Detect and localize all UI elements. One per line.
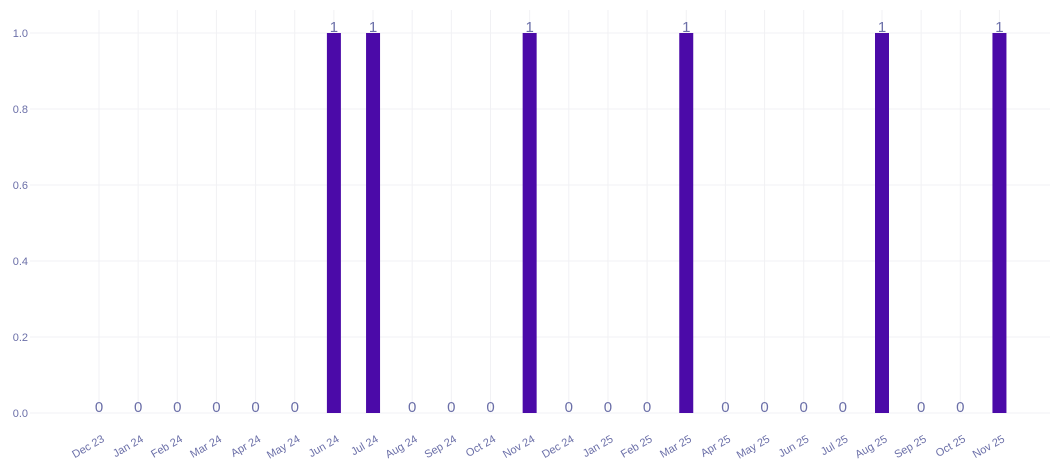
data-label: 0 — [408, 399, 416, 416]
data-label-layer: 0 0 0 0 0 0 1 1 0 0 0 1 0 0 0 1 0 0 0 0 1 0 0 1 — [95, 19, 1004, 416]
x-tick-label: Feb 25 — [619, 433, 655, 461]
x-axis: Dec 23 Jan 24 Feb 24 Mar 24 Apr 24 May 24 Jun … — [70, 433, 1007, 461]
data-label: 0 — [212, 399, 220, 416]
data-label: 1 — [525, 19, 533, 36]
data-label: 1 — [682, 19, 690, 36]
y-tick-label: 0.2 — [13, 332, 28, 344]
data-label: 0 — [134, 399, 142, 416]
x-tick-label: Jul 25 — [819, 433, 850, 458]
x-tick-label: Apr 25 — [699, 433, 733, 460]
data-label: 0 — [95, 399, 103, 416]
y-tick-label: 1.0 — [13, 28, 28, 40]
data-label: 0 — [173, 399, 181, 416]
data-label: 0 — [839, 399, 847, 416]
bar[interactable] — [679, 33, 694, 413]
x-tick-label: Nov 25 — [971, 433, 1007, 461]
bar[interactable] — [522, 33, 537, 413]
x-tick-label: Jul 24 — [349, 433, 380, 458]
x-tick-label: May 24 — [265, 433, 302, 461]
bar[interactable] — [326, 33, 341, 413]
y-tick-label: 0.8 — [13, 104, 28, 116]
x-tick-label: Sep 25 — [892, 433, 928, 461]
x-tick-label: Sep 24 — [423, 433, 459, 461]
bar-layer — [326, 33, 1007, 413]
data-label: 0 — [721, 399, 729, 416]
x-tick-label: Dec 24 — [540, 433, 576, 461]
data-label: 0 — [486, 399, 494, 416]
data-label: 0 — [604, 399, 612, 416]
x-tick-label: Jan 24 — [111, 433, 146, 460]
data-label: 0 — [956, 399, 964, 416]
data-label: 0 — [917, 399, 925, 416]
x-tick-label: Jun 24 — [307, 433, 342, 460]
data-label: 0 — [800, 399, 808, 416]
data-label: 0 — [447, 399, 455, 416]
data-label: 1 — [369, 19, 377, 36]
y-axis: 0.0 0.2 0.4 0.6 0.8 1.0 — [13, 28, 28, 420]
x-tick-label: Oct 25 — [934, 433, 968, 460]
data-label: 0 — [643, 399, 651, 416]
x-tick-label: Dec 23 — [70, 433, 106, 461]
x-tick-label: Mar 25 — [658, 433, 694, 461]
data-label: 1 — [995, 19, 1003, 36]
bar[interactable] — [366, 33, 381, 413]
x-tick-label: Mar 24 — [188, 433, 224, 461]
x-tick-label: Aug 24 — [383, 433, 419, 461]
x-tick-label: Apr 24 — [229, 433, 263, 460]
x-tick-label: Jan 25 — [581, 433, 616, 460]
data-label: 0 — [251, 399, 259, 416]
data-label: 0 — [291, 399, 299, 416]
bar[interactable] — [992, 33, 1007, 413]
data-label: 0 — [760, 399, 768, 416]
x-tick-label: Aug 25 — [853, 433, 889, 461]
x-tick-label: Feb 24 — [149, 433, 185, 461]
y-tick-label: 0.0 — [13, 408, 28, 420]
data-label: 1 — [330, 19, 338, 36]
grid-layer — [30, 10, 1050, 414]
y-tick-label: 0.6 — [13, 180, 28, 192]
y-tick-label: 0.4 — [13, 256, 28, 268]
bar[interactable] — [875, 33, 889, 413]
x-tick-label: Oct 24 — [464, 433, 498, 460]
x-tick-label: May 25 — [735, 433, 772, 461]
data-label: 1 — [878, 19, 886, 36]
data-label: 0 — [565, 399, 573, 416]
x-tick-label: Nov 24 — [501, 433, 537, 461]
x-tick-label: Jun 25 — [777, 433, 812, 460]
